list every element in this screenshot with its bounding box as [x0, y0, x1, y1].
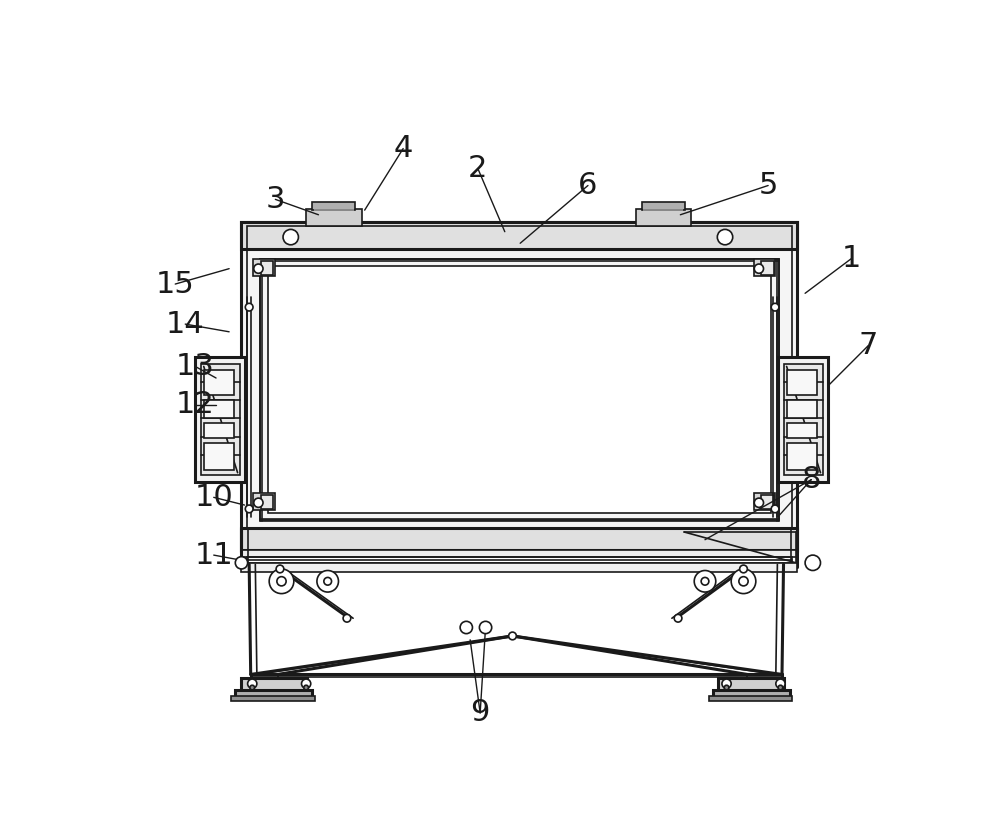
- Text: 10: 10: [194, 483, 233, 512]
- Circle shape: [722, 679, 731, 688]
- Circle shape: [776, 679, 785, 688]
- Text: 5: 5: [758, 171, 778, 200]
- Bar: [787, 423, 817, 438]
- Text: 8: 8: [802, 465, 821, 494]
- Bar: [195, 357, 245, 482]
- Circle shape: [317, 570, 338, 592]
- Bar: [787, 370, 817, 395]
- Bar: [787, 400, 817, 418]
- Circle shape: [460, 622, 472, 633]
- Circle shape: [254, 498, 263, 507]
- Text: 14: 14: [166, 310, 205, 339]
- Bar: [312, 202, 355, 210]
- Circle shape: [717, 229, 733, 244]
- Bar: [204, 400, 234, 418]
- Circle shape: [778, 685, 783, 690]
- Circle shape: [771, 505, 779, 512]
- Text: 11: 11: [194, 541, 233, 570]
- Text: 15: 15: [156, 270, 195, 298]
- Circle shape: [254, 264, 263, 273]
- Circle shape: [740, 565, 747, 573]
- Bar: [261, 261, 273, 275]
- Bar: [253, 260, 275, 276]
- Bar: [761, 495, 774, 509]
- Circle shape: [724, 685, 729, 690]
- Bar: [253, 493, 275, 511]
- Circle shape: [304, 685, 308, 690]
- Circle shape: [250, 685, 255, 690]
- Bar: [204, 423, 234, 438]
- Bar: [247, 225, 792, 548]
- Bar: [204, 370, 234, 395]
- Bar: [247, 558, 792, 564]
- Bar: [718, 679, 784, 692]
- Bar: [241, 528, 797, 549]
- Bar: [241, 563, 797, 572]
- Circle shape: [754, 498, 764, 507]
- Circle shape: [343, 614, 351, 622]
- Text: 9: 9: [470, 698, 490, 727]
- Bar: [314, 208, 354, 211]
- Circle shape: [479, 622, 492, 633]
- Circle shape: [245, 505, 253, 512]
- Circle shape: [276, 565, 284, 573]
- Bar: [201, 364, 240, 475]
- Circle shape: [248, 679, 257, 688]
- Text: 2: 2: [468, 154, 488, 183]
- Bar: [260, 259, 779, 521]
- Bar: [235, 690, 312, 697]
- Circle shape: [701, 577, 709, 585]
- Circle shape: [302, 679, 311, 688]
- Bar: [231, 696, 315, 701]
- Circle shape: [269, 569, 294, 594]
- Circle shape: [805, 555, 821, 570]
- Circle shape: [771, 303, 779, 311]
- Bar: [787, 443, 817, 470]
- Text: 3: 3: [266, 185, 285, 214]
- Bar: [642, 202, 685, 210]
- Circle shape: [754, 264, 764, 273]
- Bar: [754, 260, 775, 276]
- Text: 13: 13: [176, 352, 215, 381]
- Text: 6: 6: [578, 171, 598, 200]
- Text: 4: 4: [393, 134, 413, 163]
- Bar: [643, 208, 683, 211]
- Bar: [268, 266, 771, 512]
- Bar: [241, 222, 797, 249]
- Circle shape: [731, 569, 756, 594]
- Bar: [636, 209, 691, 226]
- Bar: [306, 209, 362, 226]
- Bar: [709, 696, 792, 701]
- Circle shape: [235, 557, 248, 569]
- Bar: [761, 261, 774, 275]
- Bar: [261, 495, 273, 509]
- Circle shape: [694, 570, 716, 592]
- Bar: [754, 493, 775, 511]
- Circle shape: [674, 614, 682, 622]
- Bar: [784, 364, 823, 475]
- Bar: [241, 222, 797, 551]
- Bar: [713, 690, 790, 697]
- Circle shape: [283, 229, 298, 244]
- Bar: [241, 679, 307, 692]
- Text: 1: 1: [842, 244, 861, 273]
- Circle shape: [324, 577, 332, 585]
- Text: 12: 12: [176, 391, 215, 419]
- Bar: [204, 443, 234, 470]
- Text: 7: 7: [859, 331, 878, 360]
- Circle shape: [509, 632, 516, 640]
- Circle shape: [277, 576, 286, 586]
- Bar: [778, 357, 828, 482]
- Bar: [241, 549, 797, 558]
- Circle shape: [739, 576, 748, 586]
- Circle shape: [245, 303, 253, 311]
